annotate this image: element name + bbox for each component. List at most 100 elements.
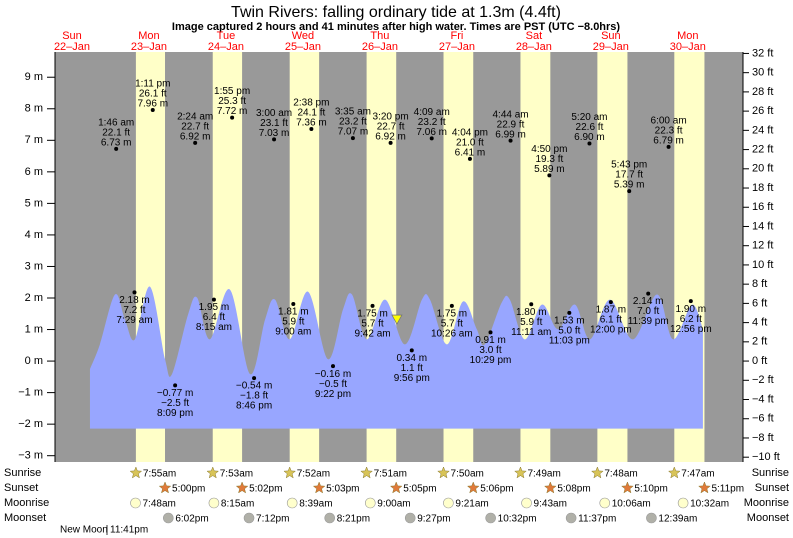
extreme-label: 7.96 m xyxy=(137,99,168,110)
extreme-label: 1.87 m xyxy=(596,305,627,316)
chart-subtitle: Image captured 2 hours and 41 minutes af… xyxy=(172,21,621,33)
sunset-time: 5:06pm xyxy=(480,484,513,495)
extreme-label: 17.7 ft xyxy=(615,170,643,181)
y-tick-label: −1 m xyxy=(18,387,43,399)
sunset-icon xyxy=(621,481,634,494)
extreme-label: 23.2 ft xyxy=(339,117,367,128)
tide-extreme xyxy=(567,310,572,315)
extreme-label: 22.7 ft xyxy=(181,121,209,132)
chart-title: Twin Rivers: falling ordinary tide at 1.… xyxy=(231,4,561,21)
tide-extreme xyxy=(488,330,493,335)
extreme-label: 8:15 am xyxy=(196,322,232,333)
tide-extreme xyxy=(688,299,693,304)
day-name: Sun xyxy=(601,30,621,42)
extreme-label: 2.18 m xyxy=(119,295,150,306)
moonset-icon xyxy=(243,512,255,524)
extreme-label: −2.5 ft xyxy=(161,398,189,409)
tide-extreme xyxy=(173,383,178,388)
extreme-label: 6.1 ft xyxy=(600,315,622,326)
moon-phase-time: 11:41pm xyxy=(110,525,148,536)
sunrise-time: 7:52am xyxy=(297,469,330,480)
moonrise-time: 8:39am xyxy=(299,499,332,510)
tide-extreme xyxy=(230,115,235,120)
day-name: Mon xyxy=(138,30,159,42)
extreme-label: 2.14 m xyxy=(633,296,664,307)
extreme-label: 5.7 ft xyxy=(361,319,383,330)
sunrise-time: 7:48am xyxy=(604,469,637,480)
extreme-label: 1.81 m xyxy=(278,307,309,318)
extreme-label: −0.16 m xyxy=(315,369,351,380)
extreme-label: 6.92 m xyxy=(375,131,406,142)
moon-phase-name: New Moon xyxy=(60,525,108,536)
moonset-time: 6:02pm xyxy=(175,514,208,525)
tide-extreme xyxy=(272,137,277,142)
sunset-time: 5:08pm xyxy=(557,484,590,495)
tide-extreme xyxy=(627,189,632,194)
tide-extreme xyxy=(608,300,613,305)
day-date: 29–Jan xyxy=(593,41,629,53)
extreme-label: 9:00 am xyxy=(275,327,311,338)
day-date: 23–Jan xyxy=(131,41,167,53)
y2-tick-label: 18 ft xyxy=(752,182,773,194)
extreme-label: 6.73 m xyxy=(101,137,132,148)
sunrise-icon xyxy=(514,466,527,479)
row-label: Moonset xyxy=(4,512,46,524)
sunrise-icon xyxy=(283,466,297,479)
extreme-label: 6.4 ft xyxy=(203,312,225,323)
moonset-icon xyxy=(324,512,336,524)
sunrise-time: 7:47am xyxy=(681,469,714,480)
sunrise-icon xyxy=(129,466,143,479)
y2-tick-label: 28 ft xyxy=(752,86,773,98)
y2-tick-label: 10 ft xyxy=(752,259,773,271)
y2-tick-label: −8 ft xyxy=(752,432,774,444)
sunrise-time: 7:50am xyxy=(451,469,484,480)
tide-extreme xyxy=(429,136,434,141)
moonset-time: 10:32pm xyxy=(498,514,537,525)
extreme-label: 6.2 ft xyxy=(680,314,702,325)
y2-tick-label: −2 ft xyxy=(752,374,774,386)
tide-extreme xyxy=(529,302,534,307)
moonrise-time: 9:43am xyxy=(534,499,567,510)
moonrise-icon xyxy=(208,497,220,509)
extreme-label: 11:11 am xyxy=(511,327,551,338)
moonset-icon xyxy=(404,512,416,524)
tide-extreme xyxy=(150,108,155,113)
y2-tick-label: 4 ft xyxy=(752,317,767,329)
extreme-label: 22.3 ft xyxy=(655,126,683,137)
moonset-time: 9:27pm xyxy=(417,514,450,525)
tide-extreme xyxy=(449,303,454,308)
day-name: Sun xyxy=(62,30,82,42)
extreme-label: 12:56 pm xyxy=(670,324,712,335)
extreme-label: 1:46 am xyxy=(98,117,134,128)
y-tick-label: 1 m xyxy=(25,323,43,335)
extreme-label: 26.1 ft xyxy=(139,89,167,100)
tide-extreme xyxy=(508,138,513,143)
extreme-label: 1.53 m xyxy=(554,315,585,326)
row-label: Sunset xyxy=(755,482,789,494)
y2-tick-label: 0 ft xyxy=(752,355,767,367)
extreme-label: 7.2 ft xyxy=(123,305,145,316)
extreme-label: 4:50 pm xyxy=(531,144,567,155)
extreme-label: 5.0 ft xyxy=(558,325,580,336)
extreme-label: 5.39 m xyxy=(614,180,645,191)
sunrise-icon xyxy=(437,466,450,479)
extreme-label: 5:43 pm xyxy=(611,160,647,171)
moonset-icon xyxy=(163,512,174,524)
extreme-label: 1.1 ft xyxy=(401,363,423,374)
y2-tick-label: 32 ft xyxy=(752,47,773,59)
extreme-label: 5.9 ft xyxy=(520,317,542,328)
day-date: 25–Jan xyxy=(285,41,321,53)
extreme-label: 6.41 m xyxy=(455,148,486,159)
extreme-label: 7:29 am xyxy=(116,315,152,326)
extreme-label: 1.75 m xyxy=(437,309,468,320)
y-tick-label: −3 m xyxy=(18,450,43,462)
day-name: Fri xyxy=(450,30,463,42)
extreme-label: 7.03 m xyxy=(259,128,290,139)
day-date: 24–Jan xyxy=(208,41,244,53)
y-tick-label: 0 m xyxy=(25,355,43,367)
y2-tick-label: 20 ft xyxy=(752,163,773,175)
moonrise-icon xyxy=(599,497,611,509)
sunrise-icon xyxy=(206,466,220,479)
tide-extreme xyxy=(211,297,216,302)
y-tick-label: 9 m xyxy=(25,71,43,83)
